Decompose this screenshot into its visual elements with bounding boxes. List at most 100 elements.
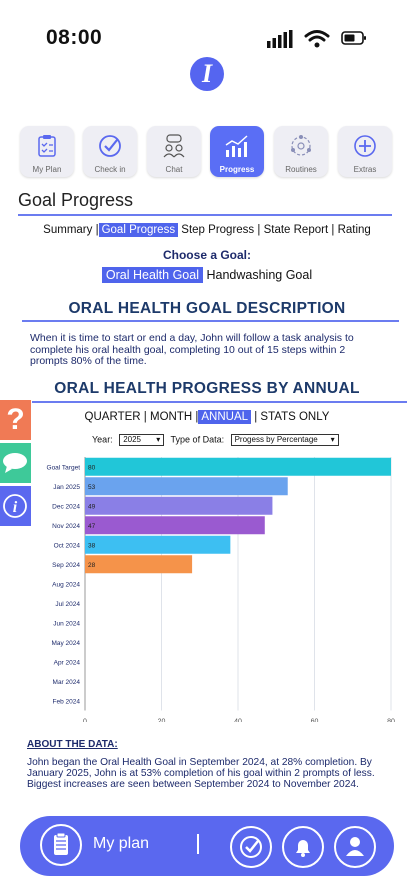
my-plan-bottom-button[interactable] [40, 824, 82, 866]
nav-tile-extras[interactable]: Extras [338, 126, 392, 177]
check-in-bottom-button[interactable] [230, 826, 272, 868]
year-select[interactable]: 2025 ▾ [119, 434, 165, 446]
nav-tile-label: Check in [94, 165, 126, 174]
y-category-label: Jan 2025 [53, 484, 80, 491]
my-plan-label[interactable]: My plan [93, 835, 150, 852]
nav-tile-chat[interactable]: Chat [147, 126, 201, 177]
nav-tile-routines[interactable]: Routines [274, 126, 328, 177]
bar-value-label: 80 [88, 464, 96, 471]
x-tick-label: 60 [311, 719, 319, 723]
data-type-select[interactable]: Progess by Percentage ▾ [230, 434, 339, 446]
y-category-label: Aug 2024 [52, 581, 80, 588]
bar-value-label: 53 [88, 484, 96, 491]
cellular-signal-icon [267, 30, 293, 48]
bottom-nav-bar [20, 816, 394, 876]
period-quarter[interactable]: QUARTER [84, 411, 141, 423]
choose-goal-heading: Choose a Goal: [162, 248, 251, 262]
tab-goal-progress[interactable]: Goal Progress [98, 223, 179, 237]
chart-filters: Year: 2025 ▾ Type of Data: Progess by Per… [92, 434, 343, 446]
bar-value-label: 49 [88, 503, 96, 510]
x-tick-label: 40 [234, 719, 242, 723]
y-category-label: May 2024 [51, 640, 80, 647]
tab-state-report[interactable]: State Report [263, 224, 329, 236]
goal-option-oral-health[interactable]: Oral Health Goal [101, 267, 203, 283]
y-category-label: Apr 2024 [54, 659, 81, 666]
tab-rating[interactable]: Rating [337, 224, 371, 236]
bar [85, 535, 231, 554]
tab-separator: | [331, 224, 335, 236]
bar-value-label: 47 [88, 523, 96, 530]
year-label: Year: [92, 434, 113, 445]
chevron-down-icon: ▾ [330, 435, 335, 444]
chevron-down-icon: ▾ [156, 435, 161, 444]
status-time: 08:00 [46, 26, 103, 49]
description-heading: ORAL HEALTH GOAL DESCRIPTION [68, 300, 346, 317]
progress-bar-chart: 0 20 40 60 80 Goal Target 80 Jan 2025 53 Dec 2024… [47, 457, 395, 723]
tab-step-progress[interactable]: Step Progress [181, 224, 255, 236]
profile-bottom-button[interactable] [334, 826, 376, 868]
check-circle-icon [240, 836, 262, 858]
bar [85, 457, 391, 476]
y-category-label: Goal Target [47, 464, 81, 471]
notifications-bottom-button[interactable] [282, 826, 324, 868]
tab-separator: | [257, 224, 261, 236]
nav-tile-label: Routines [285, 165, 317, 174]
bar [85, 555, 193, 574]
y-category-label: Jul 2024 [55, 601, 80, 608]
y-category-label: Dec 2024 [52, 503, 80, 510]
question-mark-icon: ? [6, 403, 25, 436]
bar-value-label: 28 [88, 562, 96, 569]
bar [85, 496, 273, 515]
year-select-value: 2025 [123, 435, 141, 444]
about-data-text: John began the Oral Health Goal in Septe… [27, 757, 375, 790]
tab-summary[interactable]: Summary [43, 224, 93, 236]
x-tick-label: 80 [387, 719, 395, 723]
help-button[interactable]: ? [0, 400, 31, 440]
check-circle-icon [99, 135, 121, 157]
y-category-label: Jun 2024 [53, 620, 80, 627]
plus-circle-icon [354, 135, 376, 157]
speech-bubble-icon [3, 453, 27, 473]
description-divider [22, 320, 399, 322]
period-month[interactable]: MONTH [149, 411, 193, 423]
info-side-button[interactable]: i [0, 486, 31, 526]
x-tick-label: 20 [158, 719, 166, 723]
chat-people-icon [163, 134, 185, 158]
period-annual[interactable]: ANNUAL [198, 410, 252, 424]
y-category-label: Sep 2024 [52, 562, 80, 569]
y-category-label: Nov 2024 [52, 523, 80, 530]
period-selector: QUARTER | MONTH | ANNUAL | STATS ONLY [0, 410, 414, 424]
nav-tile-label: Progress [219, 165, 255, 174]
wifi-icon [304, 30, 330, 48]
chat-side-button[interactable] [0, 443, 31, 483]
progress-divider [32, 401, 407, 403]
nav-tile-label: My Plan [32, 165, 62, 174]
user-icon [346, 837, 364, 856]
bar [85, 516, 265, 535]
clipboard-icon [54, 832, 68, 855]
battery-icon [341, 31, 366, 45]
app-logo: I [190, 57, 224, 91]
period-separator: | [254, 411, 258, 423]
y-category-label: Mar 2024 [53, 679, 81, 686]
clipboard-icon [38, 135, 56, 157]
title-divider [18, 214, 392, 216]
bar-value-label: 38 [88, 542, 96, 549]
goal-selector: Oral Health Goal Handwashing Goal [0, 267, 414, 283]
tab-separator: | [95, 224, 99, 236]
about-data-heading: ABOUT THE DATA: [27, 739, 118, 750]
y-category-label: Oct 2024 [54, 542, 81, 549]
bell-icon [296, 840, 310, 857]
bar-chart-icon [225, 135, 248, 157]
nav-tile-my-plan[interactable]: My Plan [20, 126, 74, 177]
y-category-label: Feb 2024 [53, 698, 81, 705]
type-of-data-label: Type of Data: [170, 434, 225, 445]
bottom-separator [197, 834, 199, 854]
svg-text:i: i [13, 499, 18, 516]
goal-option-handwashing[interactable]: Handwashing Goal [206, 268, 313, 282]
period-stats-only[interactable]: STATS ONLY [260, 411, 330, 423]
nav-tile-check-in[interactable]: Check in [83, 126, 137, 177]
routines-cycle-icon [291, 135, 311, 156]
description-text: When it is time to start or end a day, J… [30, 332, 354, 367]
nav-tile-progress[interactable]: Progress [210, 126, 264, 177]
